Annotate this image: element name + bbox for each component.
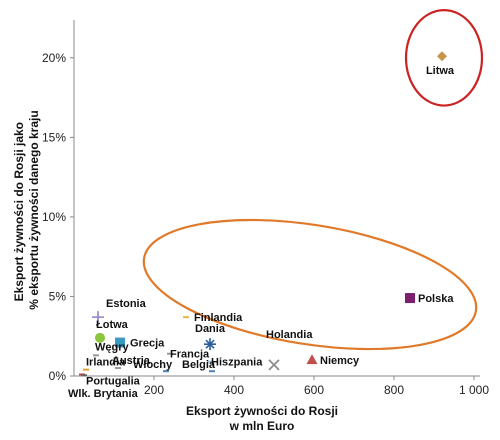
- annotation-layer: [142, 8, 484, 351]
- point-wlk-brytania: [81, 374, 87, 377]
- point-grecja: [115, 337, 125, 348]
- highlight-ellipse-1: [404, 8, 484, 107]
- label-hiszpania: Hiszpania: [211, 357, 263, 369]
- y-axis-title-line-1: Eksport żywności do Rosji jako: [12, 122, 26, 301]
- label-estonia: Estonia: [106, 298, 147, 310]
- x-tick-label: 600: [304, 383, 324, 397]
- tick-labels: 0% 5% 10% 15% 20% 200 400 600 800 1 000: [42, 51, 489, 397]
- axes: [73, 20, 480, 377]
- point-belgia: [209, 370, 215, 373]
- x-tick-label: 800: [384, 383, 404, 397]
- point-polska: [405, 293, 415, 304]
- point-estonia: [92, 311, 104, 324]
- point-finlandia: [183, 316, 189, 319]
- label-grecja: Grecja: [130, 338, 165, 350]
- label-niemcy: Niemcy: [320, 355, 360, 367]
- label-polska: Polska: [418, 293, 454, 305]
- x-axis-title-line-1: Eksport żywności do Rosji: [186, 404, 338, 418]
- label-dania: Dania: [195, 323, 226, 335]
- label-lotwa: Łotwa: [96, 319, 129, 331]
- y-tick-label: 0%: [49, 369, 67, 383]
- label-irlandia: Irlandia: [86, 357, 126, 369]
- label-wegry: Węgry: [95, 341, 130, 353]
- label-austria: Austria: [112, 355, 151, 367]
- label-holandia: Holandia: [266, 329, 313, 341]
- point-dania: [204, 338, 216, 351]
- x-tick-label: 1 000: [459, 383, 489, 397]
- highlight-ellipse-2: [142, 218, 478, 351]
- point-wlochy: [163, 370, 169, 373]
- point-francja: [167, 352, 173, 355]
- label-belgia: Belgia: [182, 359, 216, 371]
- label-wlk-brytania: Wlk. Brytania: [68, 388, 139, 400]
- label-portugalia: Portugalia: [86, 375, 141, 387]
- label-wlochy: Włochy: [133, 359, 173, 371]
- point-lotwa: [95, 332, 105, 343]
- y-axis-title-line-2: % eksportu żywności danego kraju: [27, 110, 41, 309]
- point-hiszpania: [207, 360, 213, 363]
- point-wegry: [93, 354, 99, 357]
- point-holandia: [268, 359, 280, 371]
- y-tick-label: 15%: [42, 130, 66, 144]
- y-axis-title: Eksport żywności do Rosji jako % eksport…: [12, 110, 41, 309]
- y-tick-label: 5%: [49, 289, 67, 303]
- point-irlandia: [83, 368, 89, 371]
- point-litwa: [437, 51, 447, 62]
- data-points: [79, 51, 447, 377]
- label-litwa: Litwa: [426, 65, 455, 77]
- point-niemcy: [306, 354, 318, 365]
- x-tick-label: 400: [224, 383, 244, 397]
- x-tick-label: 200: [144, 383, 164, 397]
- x-axis-title-line-2: w mln Euro: [229, 419, 295, 433]
- label-francja: Francja: [170, 349, 210, 361]
- y-tick-label: 10%: [42, 210, 66, 224]
- y-tick-label: 20%: [42, 51, 66, 65]
- label-finlandia: Finlandia: [194, 312, 243, 324]
- point-austria: [115, 367, 121, 370]
